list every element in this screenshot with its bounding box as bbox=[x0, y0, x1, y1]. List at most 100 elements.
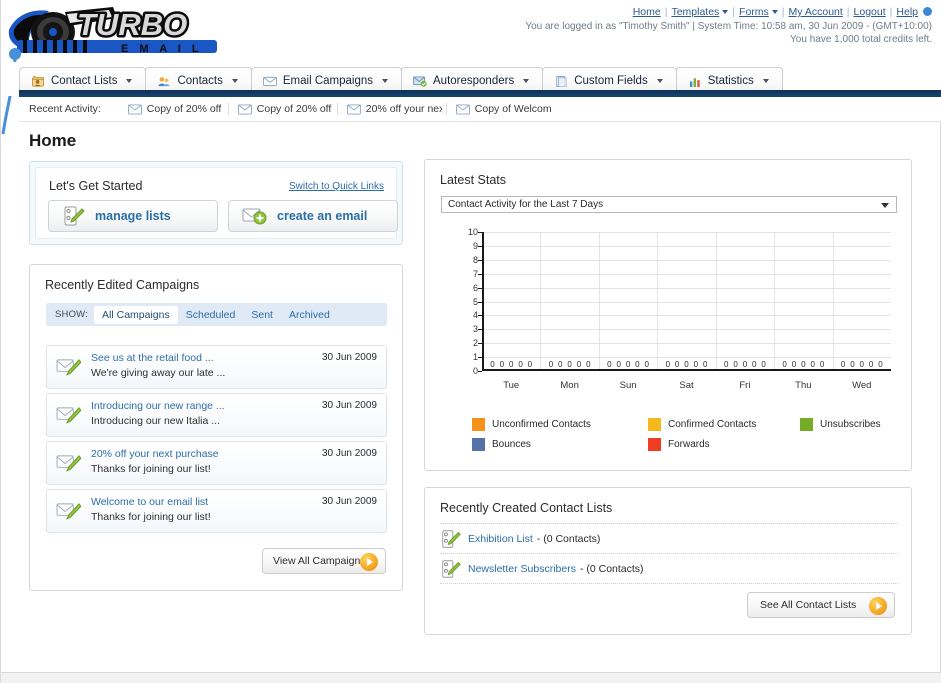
chart-data-label: 0 bbox=[508, 360, 514, 369]
svg-text:TURBO: TURBO bbox=[77, 7, 187, 42]
chart-category-divider bbox=[774, 232, 776, 371]
chart-gridline bbox=[482, 245, 891, 247]
autoresponder-icon bbox=[413, 75, 427, 87]
recent-activity-item[interactable]: Copy of 20% off yo bbox=[227, 103, 333, 115]
top-link-home[interactable]: Home bbox=[632, 6, 661, 18]
filter-all-campaigns[interactable]: All Campaigns bbox=[94, 305, 178, 324]
contact-list-row[interactable]: Newsletter Subscribers - (0 Contacts) bbox=[440, 553, 898, 583]
recent-activity-item-label: 20% off your next bbox=[365, 103, 442, 115]
recently-created-contact-lists-panel: Recently Created Contact Lists Exhibitio… bbox=[424, 487, 912, 635]
link-separator: | bbox=[781, 6, 785, 18]
contact-list-row[interactable]: Exhibition List - (0 Contacts) bbox=[440, 523, 898, 553]
link-separator: | bbox=[846, 6, 850, 18]
nav-tab-autoresponders[interactable]: Autoresponders bbox=[401, 67, 544, 94]
top-link-templates[interactable]: Templates bbox=[671, 6, 720, 18]
create-an-email-label: create an email bbox=[277, 209, 368, 223]
nav-tab-statistics[interactable]: Statistics bbox=[675, 67, 783, 94]
chart-y-tick-mark bbox=[478, 357, 482, 359]
filter-sent[interactable]: Sent bbox=[251, 308, 273, 321]
create-an-email-button[interactable]: create an email bbox=[228, 200, 398, 232]
legend-color-swatch bbox=[472, 418, 485, 431]
campaign-row[interactable]: See us at the retail food ... We're givi… bbox=[46, 345, 387, 389]
campaign-title-link[interactable]: See us at the retail food ... bbox=[91, 352, 214, 364]
recent-activity-item[interactable]: Copy of 20% off yo bbox=[119, 103, 224, 115]
help-dot-icon bbox=[923, 7, 932, 16]
chart-data-label: 0 bbox=[616, 360, 621, 369]
top-link-my-account[interactable]: My Account bbox=[788, 6, 843, 18]
campaign-row[interactable]: 20% off your next purchase Thanks for jo… bbox=[46, 441, 387, 485]
chart-data-label: 0 bbox=[567, 360, 572, 369]
envelope-plus-icon bbox=[242, 208, 267, 225]
nav-accent-bar bbox=[19, 90, 941, 97]
chart-data-label: 0 bbox=[752, 360, 757, 369]
chart-y-tick-mark bbox=[478, 371, 482, 372]
chart-data-label: 0 bbox=[625, 360, 631, 369]
manage-lists-button[interactable]: manage lists bbox=[48, 200, 218, 232]
switch-to-quick-links-link[interactable]: Switch to Quick Links bbox=[288, 181, 384, 192]
campaign-title-link[interactable]: 20% off your next purchase bbox=[91, 448, 219, 460]
chart-data-label: 0 bbox=[878, 360, 883, 369]
legend-label: Forwards bbox=[668, 439, 710, 450]
chevron-down-icon bbox=[523, 79, 530, 83]
campaign-description: Introducing our new Italia ... bbox=[91, 415, 220, 427]
chevron-down-icon bbox=[881, 203, 889, 208]
get-started-inner: Let's Get Started Switch to Quick Links … bbox=[35, 167, 398, 239]
filter-scheduled[interactable]: Scheduled bbox=[185, 308, 236, 321]
filter-archived[interactable]: Archived bbox=[288, 308, 330, 321]
top-link-help[interactable]: Help bbox=[896, 6, 918, 18]
top-link-forms[interactable]: Forms bbox=[739, 6, 769, 18]
chart-gridline bbox=[482, 343, 891, 345]
top-links: Home | Templates | Forms | My Account | Logout | H… bbox=[633, 6, 932, 18]
chart-data-label: 0 bbox=[607, 360, 612, 369]
recent-activity-item-label: Copy of Welcome to bbox=[474, 103, 551, 115]
see-all-contact-lists-button[interactable]: See All Contact Lists bbox=[747, 592, 895, 618]
view-all-campaigns-label: View All Campaigns bbox=[273, 555, 366, 567]
svg-text:E M A I L: E M A I L bbox=[121, 43, 203, 55]
campaign-row[interactable]: Welcome to our email list Thanks for joi… bbox=[46, 489, 387, 533]
campaigns-filter-bar: SHOW: All Campaigns Scheduled Sent Archi… bbox=[46, 303, 387, 326]
contact-list-name-link[interactable]: Exhibition List bbox=[468, 532, 533, 545]
top-link-logout[interactable]: Logout bbox=[853, 6, 886, 18]
latest-stats-panel: Latest Stats Contact Activity for the La… bbox=[424, 159, 912, 471]
link-separator: | bbox=[732, 6, 736, 18]
chart-data-label: 0 bbox=[723, 360, 729, 369]
list-edit-icon bbox=[442, 559, 461, 578]
chart-y-tick-label: 0 bbox=[472, 366, 478, 376]
nav-tab-email-campaigns[interactable]: Email Campaigns bbox=[250, 67, 402, 94]
nav-tab-contact-lists[interactable]: Contact Lists bbox=[19, 67, 147, 94]
chart-x-tick-label: Tue bbox=[503, 380, 520, 391]
contact-activity-chart: 0 1 2 3 4 5 6 7 8 9 10 Tue 0 0 0 0 0 Mon 0 0 0 0 0 Sun 0 0 0 0 0 Sat 0… bbox=[441, 226, 897, 396]
nav-tab-custom-fields[interactable]: Custom Fields bbox=[542, 67, 677, 94]
chart-category-divider bbox=[832, 232, 834, 371]
recent-activity-item-label: Copy of 20% off yo bbox=[146, 103, 224, 115]
legend-label: Confirmed Contacts bbox=[668, 419, 757, 430]
chart-y-tick-label: 1 bbox=[472, 352, 478, 363]
chevron-down-icon bbox=[382, 79, 388, 83]
chart-y-axis bbox=[482, 232, 484, 371]
chart-category-divider bbox=[715, 232, 717, 371]
chart-data-label: 0 bbox=[548, 360, 554, 369]
get-started-title: Let's Get Started bbox=[49, 179, 143, 193]
arrow-right-icon bbox=[869, 597, 887, 615]
campaigns-title: Recently Edited Campaigns bbox=[45, 278, 200, 292]
chart-data-label: 0 bbox=[665, 360, 671, 369]
envelope-icon bbox=[127, 103, 142, 115]
stats-range-select[interactable]: Contact Activity for the Last 7 Days bbox=[441, 196, 897, 213]
campaign-title-link[interactable]: Welcome to our email list bbox=[91, 496, 209, 508]
chart-x-tick-label: Sat bbox=[679, 380, 694, 391]
envelope-icon bbox=[237, 103, 252, 115]
nav-tab-label: Custom Fields bbox=[574, 75, 648, 87]
campaign-title-link[interactable]: Introducing our new range ... bbox=[91, 400, 225, 412]
campaign-row[interactable]: Introducing our new range ... Introducin… bbox=[46, 393, 387, 437]
turbo-email-logo[interactable]: E M A I L TURBO TURBO bbox=[5, 2, 227, 58]
recent-activity-label: Recent Activity: bbox=[29, 103, 101, 115]
nav-tab-label: Contact Lists bbox=[51, 75, 118, 87]
recent-activity-item[interactable]: 20% off your next bbox=[336, 103, 442, 115]
chevron-down-icon bbox=[656, 79, 663, 83]
view-all-campaigns-button[interactable]: View All Campaigns bbox=[262, 548, 386, 574]
recently-edited-campaigns-panel: Recently Edited Campaigns SHOW: All Camp… bbox=[29, 264, 403, 591]
recent-activity-item[interactable]: Copy of Welcome to bbox=[445, 103, 551, 115]
contact-list-name-link[interactable]: Newsletter Subscribers bbox=[468, 562, 576, 575]
nav-tab-contacts[interactable]: Contacts bbox=[145, 67, 252, 94]
